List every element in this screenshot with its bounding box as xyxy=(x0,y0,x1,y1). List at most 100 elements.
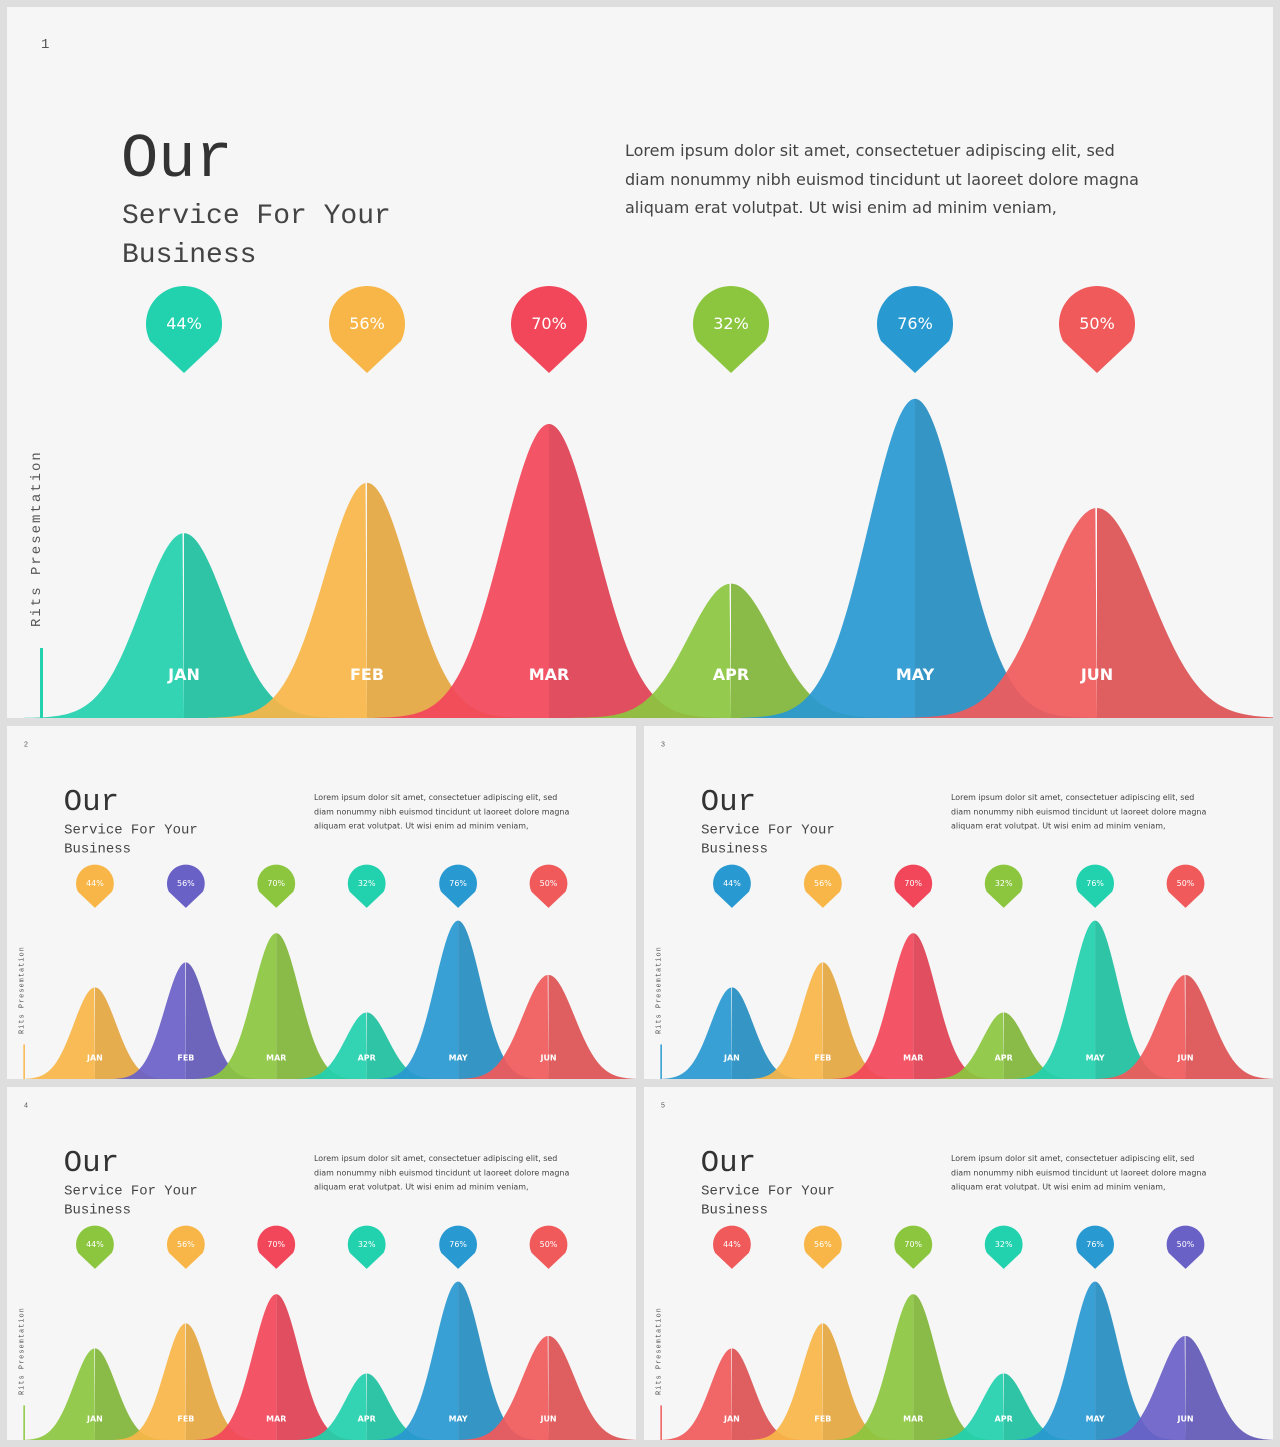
bell-apr: APR xyxy=(571,583,891,718)
month-label: JUN xyxy=(1176,1414,1193,1423)
percent-pin: 44% xyxy=(146,286,222,373)
slide-4[interactable]: 4 Our Service For Your Business Lorem ip… xyxy=(7,1087,636,1440)
pin-icon xyxy=(984,1225,1023,1269)
bell-shape-right xyxy=(1097,508,1273,718)
bell-shape-left xyxy=(901,508,1097,718)
percent-pin: 56% xyxy=(166,1225,205,1269)
bell-may: MAY xyxy=(741,398,1089,718)
percent-label: 56% xyxy=(814,1240,832,1249)
bell-mar: MAR xyxy=(830,933,997,1079)
percent-pin: 56% xyxy=(166,864,205,908)
month-label: MAY xyxy=(449,1053,468,1062)
month-label: JUN xyxy=(539,1414,556,1423)
bell-shape-right xyxy=(731,1348,805,1440)
pin-icon xyxy=(1166,864,1205,908)
bell-shape-left xyxy=(22,987,95,1079)
percent-pin: 32% xyxy=(347,1225,386,1269)
slide-content: 3 Our Service For Your Business Lorem ip… xyxy=(644,726,1273,1079)
bell-shape-left xyxy=(22,1348,95,1440)
slide-2[interactable]: 2 Our Service For Your Business Lorem ip… xyxy=(7,726,636,1079)
bell-shape-right xyxy=(184,533,344,718)
month-label: MAY xyxy=(1086,1414,1105,1423)
body-text: Lorem ipsum dolor sit amet, consectetuer… xyxy=(951,1153,1207,1192)
month-label: FEB xyxy=(350,665,384,684)
percent-label: 44% xyxy=(86,879,104,888)
pin-icon xyxy=(166,864,205,908)
slide-1[interactable]: 1 Our Service For Your Business Lorem ip… xyxy=(7,7,1273,718)
pin-icon xyxy=(713,864,751,908)
pin-icon xyxy=(329,286,405,373)
slide-subtitle: Service For Your Business xyxy=(122,201,391,271)
bell-may: MAY xyxy=(1012,920,1179,1079)
percent-label: 50% xyxy=(540,879,558,888)
month-label: MAY xyxy=(896,665,935,684)
percent-pin: 76% xyxy=(439,864,477,908)
percent-pin: 50% xyxy=(1166,1225,1205,1269)
bell-shape-left xyxy=(1012,920,1096,1079)
bell-apr: APR xyxy=(932,1373,1075,1440)
bell-shape-left xyxy=(1094,974,1186,1079)
pin-icon xyxy=(76,1225,114,1269)
bell-shape-right xyxy=(915,398,1089,718)
bell-shape-left xyxy=(24,533,184,718)
bell-shape-left xyxy=(830,1294,914,1440)
bell-shape-left xyxy=(207,482,367,718)
percent-pin: 44% xyxy=(76,1225,114,1269)
pin-icon xyxy=(347,864,386,908)
pin-icon xyxy=(146,286,222,373)
month-label: FEB xyxy=(814,1414,831,1423)
percent-label: 50% xyxy=(1079,314,1115,333)
percent-pin: 70% xyxy=(257,864,296,908)
month-label: JUN xyxy=(539,1053,556,1062)
bell-feb: FEB xyxy=(748,962,897,1079)
bell-shape-right xyxy=(276,933,360,1079)
month-label: MAY xyxy=(1086,1053,1105,1062)
percent-label: 76% xyxy=(1086,1240,1104,1249)
percent-label: 50% xyxy=(540,1240,558,1249)
slide-subtitle: Service For Your Business xyxy=(701,822,835,858)
slide-content: 5 Our Service For Your Business Lorem ip… xyxy=(644,1087,1273,1440)
percent-pin: 44% xyxy=(713,1225,751,1269)
bell-apr: APR xyxy=(295,1373,438,1440)
bell-shape-right xyxy=(367,482,527,718)
bell-feb: FEB xyxy=(207,482,527,718)
accent-bar xyxy=(660,1405,662,1440)
pin-icon xyxy=(693,286,770,373)
slide-3[interactable]: 3 Our Service For Your Business Lorem ip… xyxy=(644,726,1273,1079)
bell-shape-right xyxy=(822,1323,897,1440)
pin-icon xyxy=(166,1225,205,1269)
bell-shape-left xyxy=(295,1012,367,1079)
bell-mar: MAR xyxy=(375,424,723,718)
month-label: JAN xyxy=(723,1053,740,1062)
bell-chart: JAN 44% FEB 56% MAR 70% APR 32% MAY 76% JUN 50% xyxy=(659,864,1273,1079)
slide-content: 1 Our Service For Your Business Lorem ip… xyxy=(7,7,1273,718)
percent-pin: 76% xyxy=(439,1225,477,1269)
bell-shape-right xyxy=(731,987,805,1079)
bell-jan: JAN xyxy=(659,1348,805,1440)
body-text: Lorem ipsum dolor sit amet, consectetuer… xyxy=(314,1153,570,1192)
bell-shape-right xyxy=(94,1348,168,1440)
bell-shape-right xyxy=(1095,920,1179,1079)
percent-pin: 50% xyxy=(1166,864,1205,908)
bell-jun: JUN xyxy=(457,1335,636,1440)
slide-number: 5 xyxy=(660,1101,666,1110)
percent-label: 50% xyxy=(1177,1240,1195,1249)
bell-jun: JUN xyxy=(901,508,1273,718)
percent-pin: 70% xyxy=(511,286,587,373)
bell-jun: JUN xyxy=(1094,974,1273,1079)
bell-shape-right xyxy=(366,1373,438,1440)
month-label: APR xyxy=(995,1414,1013,1423)
bell-shape-left xyxy=(193,933,277,1079)
percent-label: 56% xyxy=(177,879,195,888)
body-text: Lorem ipsum dolor sit amet, consectetuer… xyxy=(314,792,570,831)
percent-label: 32% xyxy=(995,1240,1013,1249)
slide-content: 4 Our Service For Your Business Lorem ip… xyxy=(7,1087,636,1440)
percent-pin: 56% xyxy=(803,1225,842,1269)
slide-subtitle: Service For Your Business xyxy=(701,1183,835,1219)
bell-shape-left xyxy=(659,987,732,1079)
pin-icon xyxy=(713,1225,751,1269)
month-label: JUN xyxy=(1176,1053,1193,1062)
pin-icon xyxy=(439,1225,477,1269)
bell-shape-right xyxy=(185,1323,260,1440)
slide-5[interactable]: 5 Our Service For Your Business Lorem ip… xyxy=(644,1087,1273,1440)
